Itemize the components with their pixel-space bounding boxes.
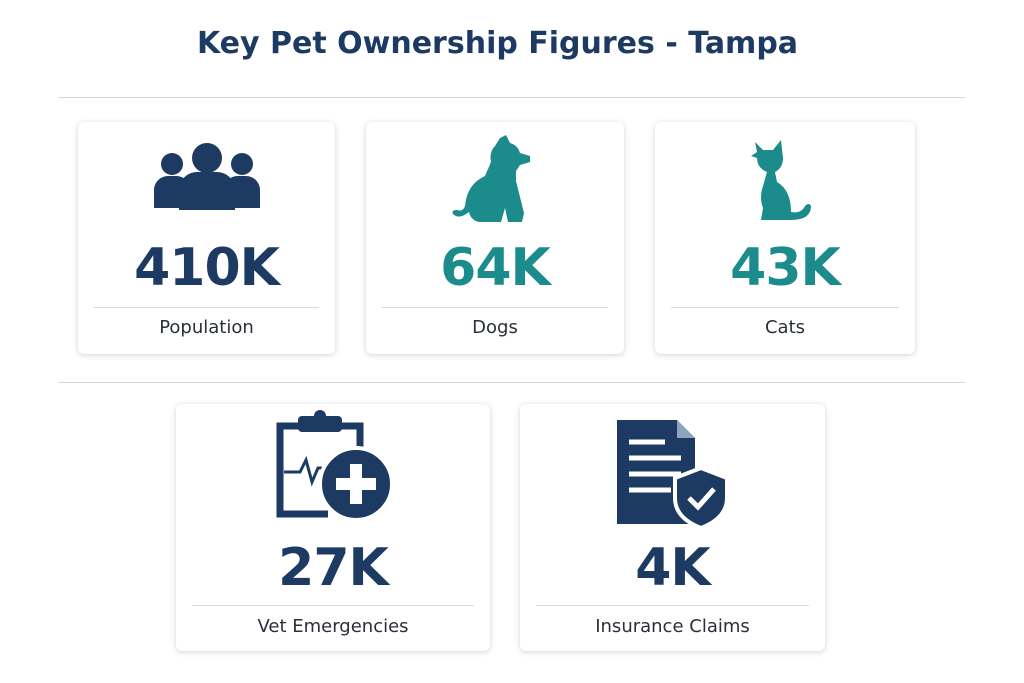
people-icon: [153, 143, 260, 210]
separator: [671, 307, 899, 308]
separator: [382, 307, 608, 308]
stat-value: 410K: [134, 238, 280, 298]
stat-label: Dogs: [472, 317, 518, 338]
dog-icon: [452, 135, 530, 223]
stat-card: 410K Population: [78, 122, 335, 354]
divider: [58, 382, 965, 383]
stat-value: 43K: [730, 238, 841, 298]
separator: [536, 605, 809, 606]
cat-icon: [751, 140, 811, 220]
stat-value: 64K: [440, 238, 551, 298]
insurance-icon: [616, 420, 729, 528]
stat-card: 27K Vet Emergencies: [176, 404, 490, 651]
clipboard-icon: [276, 410, 394, 522]
stat-value: 4K: [635, 538, 710, 598]
separator: [192, 605, 474, 606]
stat-label: Cats: [764, 317, 806, 338]
stat-card: 64K Dogs: [366, 122, 624, 354]
stat-label: Insurance Claims: [595, 616, 750, 637]
page-title: Key Pet Ownership Figures - Tampa: [196, 26, 799, 61]
stat-card: 4K Insurance Claims: [520, 404, 825, 651]
stat-label: Population: [159, 317, 254, 338]
stat-label: Vet Emergencies: [257, 616, 409, 637]
divider: [58, 97, 965, 98]
stat-value: 27K: [278, 538, 389, 598]
separator: [94, 307, 319, 308]
stat-card: 43K Cats: [655, 122, 915, 354]
